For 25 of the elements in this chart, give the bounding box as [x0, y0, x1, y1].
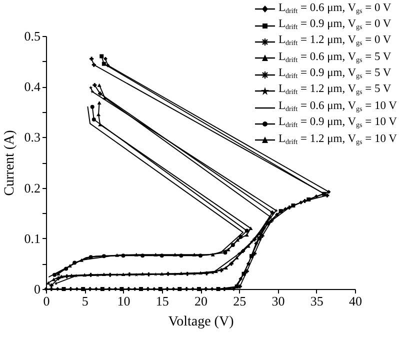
y-tick-label: 0.4	[24, 79, 41, 94]
legend-label: L$_{drift}$ = 0.6 μm, V$_{gs}$ = 10 V	[278, 98, 397, 115]
x-tick-label: 5	[82, 294, 88, 308]
legend-label: L$_{drift}$ = 1.2 μm, V$_{gs}$ = 5 V	[278, 82, 392, 98]
legend-label: L$_{drift}$ = 0.9 μm, V$_{gs}$ = 10 V	[278, 115, 397, 132]
y-tick-label: 0.5	[24, 28, 40, 44]
legend-label: L$_{drift}$ = 1.2 μm, V$_{gs}$ = 0 V	[278, 33, 392, 50]
x-tick-label: 25	[233, 294, 246, 308]
x-axis-title: Voltage (V)	[168, 314, 234, 330]
x-tick-label: 40	[349, 294, 362, 308]
y-tick-label: 0.1	[24, 230, 40, 246]
legend-label: L$_{drift}$ = 0.6 μm, V$_{gs}$ = 0 V	[278, 0, 392, 16]
y-tick-label: 0.2	[24, 180, 40, 196]
x-tick-label: 20	[194, 294, 208, 308]
legend-label: L$_{drift}$ = 0.9 μm, V$_{gs}$ = 0 V	[278, 16, 392, 33]
y-axis-title: Current (A)	[2, 130, 18, 196]
x-tick-label: 30	[272, 294, 285, 308]
legend-label: L$_{drift}$ = 0.9 μm, V$_{gs}$ = 5 V	[278, 66, 392, 82]
x-tick-label: 15	[156, 294, 169, 308]
legend-label: L$_{drift}$ = 0.6 μm, V$_{gs}$ = 5 V	[278, 50, 392, 66]
y-tick-label: 0.3	[24, 130, 40, 145]
x-tick-label: 10	[117, 294, 130, 308]
y-tick-label: 0	[34, 282, 40, 296]
x-tick-label: 35	[310, 294, 324, 308]
legend-label: L$_{drift}$ = 1.2 μm, V$_{gs}$ = 10 V	[278, 132, 397, 148]
